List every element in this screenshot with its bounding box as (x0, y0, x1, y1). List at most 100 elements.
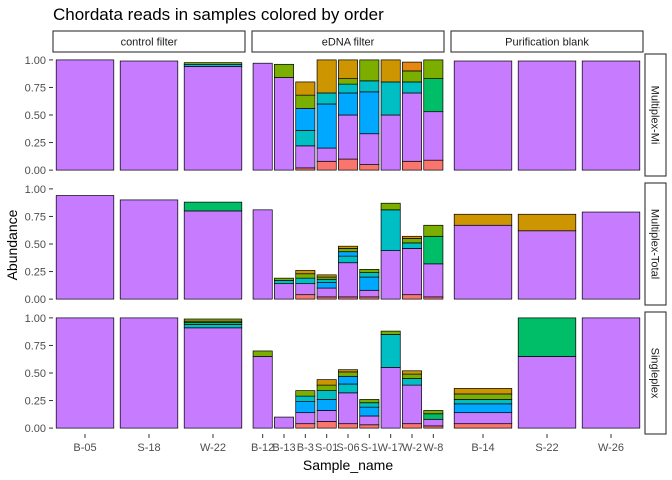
x-tick-label: W-26 (598, 442, 624, 454)
bar-segment (316, 399, 337, 411)
bar-segment (338, 369, 358, 373)
bar-segment (380, 334, 401, 368)
bar-segment (252, 350, 273, 357)
bar-segment (402, 238, 422, 244)
bar-segment (380, 114, 401, 171)
bar-segment (295, 277, 316, 285)
bar-segment (380, 81, 401, 116)
x-tick-label: B-12 (251, 442, 274, 454)
x-tick-label: S-06 (336, 442, 359, 454)
bar-segment (55, 317, 115, 429)
bar-segment (338, 158, 358, 171)
bar-segment (359, 80, 380, 93)
bar-segment (295, 270, 316, 275)
strip-top-box (450, 30, 644, 53)
bar-segment (453, 412, 513, 425)
bar-segment (402, 384, 422, 425)
bar-segment (380, 209, 401, 251)
facet-grid: control filter eDNA filter Purification bl… (25, 30, 667, 454)
bar-segment (338, 371, 358, 377)
bar-segment (316, 147, 337, 162)
bar-segment (295, 130, 316, 147)
y-tick-label: 0.00 (25, 165, 46, 177)
bar-segment (423, 159, 444, 171)
x-tick-label: S-18 (137, 442, 160, 454)
bar-segment (338, 78, 358, 85)
bar-segment (453, 213, 513, 226)
bar-segment (453, 224, 513, 300)
bar-segment (453, 60, 513, 171)
bar-segment (402, 235, 422, 239)
bar-segment (453, 423, 513, 429)
strip-top-label: Purification blank (505, 37, 589, 49)
bar-segment (453, 388, 513, 395)
bar-segment (581, 60, 641, 171)
bar-segment (274, 283, 294, 300)
y-tick-label: 0.25 (25, 138, 46, 150)
bar-segment (402, 81, 422, 94)
y-tick-label: 0.75 (25, 82, 46, 94)
bar-segment (55, 195, 115, 300)
bar-segment (119, 60, 179, 171)
x-tick-label: B-13 (272, 442, 295, 454)
bar-segment (359, 268, 380, 274)
bar-segment (402, 294, 422, 300)
strip-top-label: eDNA filter (322, 37, 375, 49)
x-tick-label: W-8 (423, 442, 443, 454)
bar-segment (295, 81, 316, 96)
bar-segment (295, 423, 316, 429)
strip-right-label: Multiplex-Mi (649, 86, 661, 145)
bar-segment (55, 59, 115, 171)
bar-segment (359, 91, 380, 135)
bar-segment (338, 83, 358, 94)
y-tick-label: 0.00 (25, 423, 46, 435)
bar-segment (338, 392, 358, 425)
bar-segment (183, 62, 243, 65)
bar-segment (517, 230, 577, 300)
bar-segment (316, 278, 337, 283)
x-tick-label: S-1 (361, 442, 378, 454)
bar-segment (295, 94, 316, 109)
bar-segment (402, 92, 422, 162)
bar-segment (423, 235, 444, 265)
strip-top-label: control filter (121, 37, 178, 49)
bar-segment (338, 248, 358, 253)
bar-segment (316, 92, 337, 105)
bar-segment (423, 418, 444, 427)
bar-segment (359, 424, 380, 429)
bar-segment (316, 384, 337, 391)
bar-segment (359, 164, 380, 171)
bar-segment (295, 412, 316, 425)
bar-segment (183, 324, 243, 329)
bar-segment (183, 327, 243, 429)
bar-segment (316, 287, 337, 298)
bar-segment (316, 160, 337, 171)
strip-right-label: Multiplex-Total (649, 209, 661, 279)
strip-right-label: Singleplex (649, 348, 661, 399)
bar-segment (183, 210, 243, 300)
bar-segment (453, 399, 513, 405)
bar-segment (380, 250, 401, 300)
bar-segment (380, 367, 401, 429)
x-tick-label: W-22 (200, 442, 226, 454)
bar-segment (517, 60, 577, 171)
bar-segment (359, 402, 380, 408)
bar-segment (295, 395, 316, 403)
bar-segment (359, 133, 380, 165)
x-tick-label: B-05 (73, 442, 96, 454)
y-tick-label: 1.00 (25, 313, 46, 325)
y-tick-label: 0.75 (25, 211, 46, 223)
bar-segment (274, 63, 294, 78)
bar-segment (316, 103, 337, 149)
bar-segment (338, 92, 358, 116)
bar-segment (295, 108, 316, 131)
bar-segment (338, 59, 358, 79)
bar-segment (423, 410, 444, 415)
strip-top-box (251, 30, 445, 53)
bar-segment (402, 160, 422, 171)
bar-segment (274, 77, 294, 171)
bar-segment (183, 66, 243, 171)
bar-segment (338, 251, 358, 257)
bar-segment (402, 242, 422, 249)
bar-segment (402, 370, 422, 375)
